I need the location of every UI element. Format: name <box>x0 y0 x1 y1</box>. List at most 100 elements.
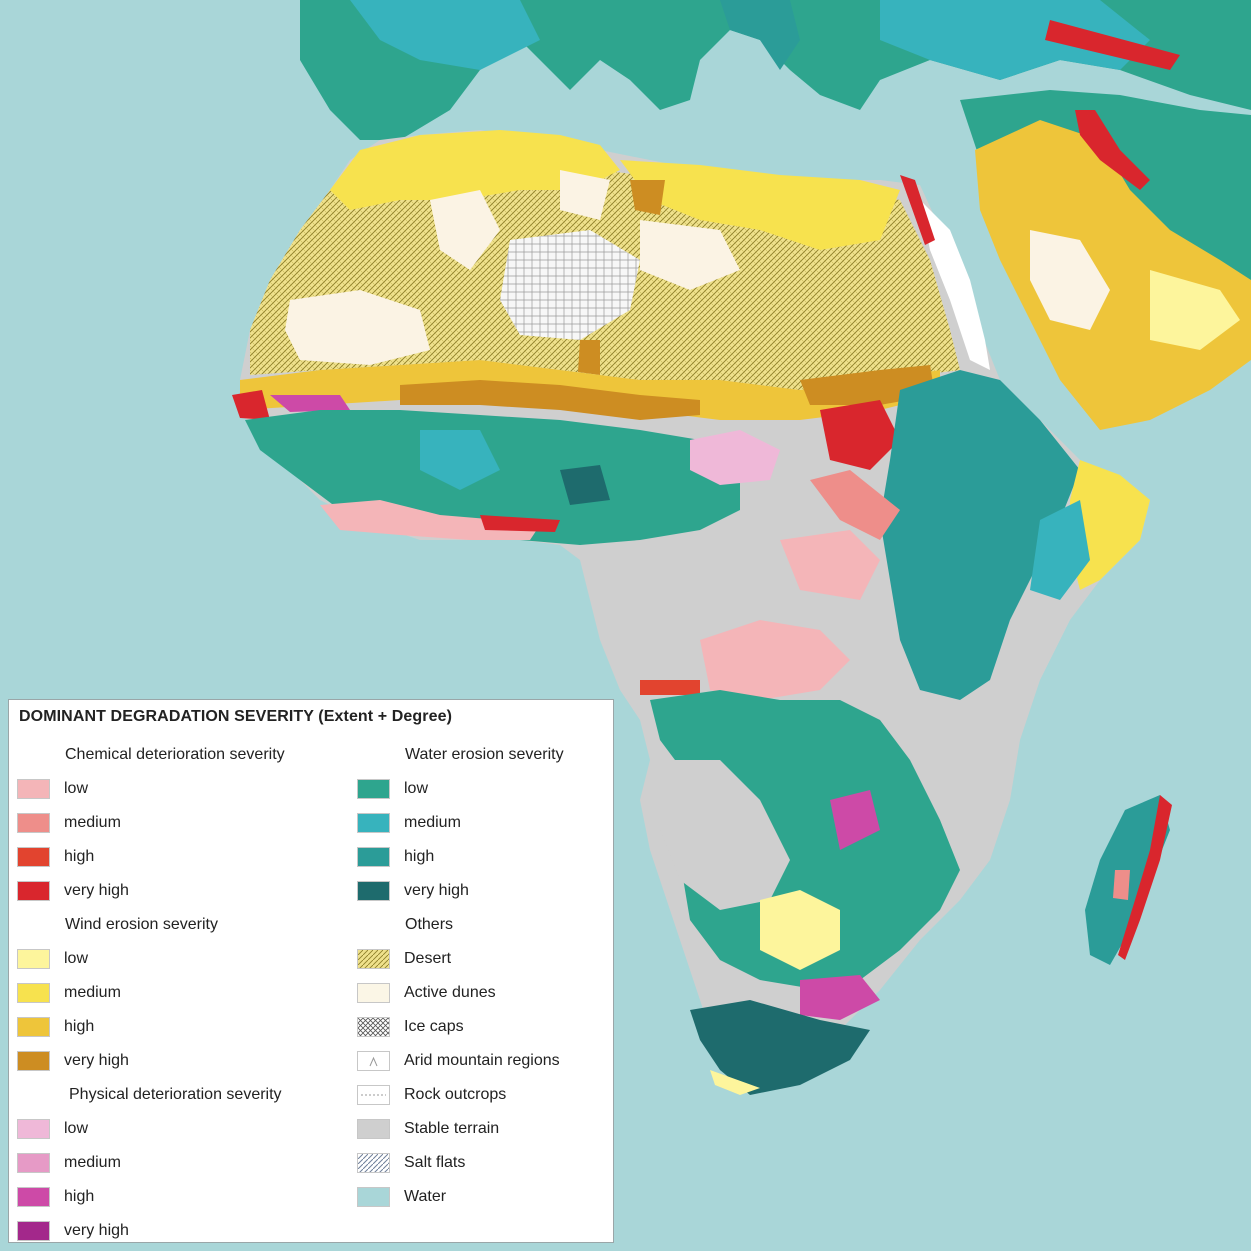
water-medium-label: medium <box>404 814 461 831</box>
region-sahel-magenta <box>270 395 350 412</box>
stable-terrain-label: Stable terrain <box>404 1120 500 1137</box>
region-dunes-3 <box>560 170 610 220</box>
wind-very-high-swatch <box>17 1051 50 1071</box>
region-arabia-light <box>1150 270 1240 350</box>
water-medium-swatch <box>357 813 390 833</box>
region-egypt-arid <box>920 200 990 370</box>
chemical-very-high-label: very high <box>64 882 129 899</box>
arid-mountain-pattern-icon <box>357 1051 390 1071</box>
water-low-swatch <box>357 779 390 799</box>
physical-low-label: low <box>64 1120 89 1137</box>
wind-group-title: Wind erosion severity <box>65 916 218 933</box>
arid-mountain-label: Arid mountain regions <box>404 1052 560 1069</box>
physical-high-swatch <box>17 1187 50 1207</box>
region-dunes-4 <box>640 220 740 290</box>
region-kalahari <box>660 760 790 910</box>
region-europe-b <box>350 0 540 70</box>
water-very-high-row: very high <box>357 874 612 908</box>
legend-title: DOMINANT DEGRADATION SEVERITY (Extent + … <box>19 708 453 725</box>
wind-medium-label: medium <box>64 984 121 1001</box>
region-congo-red <box>640 680 700 695</box>
chemical-very-high-swatch <box>17 881 50 901</box>
region-madagascar-pink <box>1113 870 1130 900</box>
water-very-high-label: very high <box>404 882 469 899</box>
chemical-medium-row: medium <box>17 806 352 840</box>
region-arabia <box>975 120 1251 430</box>
legend-column-left: Chemical deterioration severity low medi… <box>17 744 352 1248</box>
region-europe-c <box>880 0 1150 80</box>
region-somalia-b <box>1030 500 1090 600</box>
region-west-africa-b <box>420 430 500 490</box>
chemical-medium-label: medium <box>64 814 121 831</box>
region-dunes-2 <box>430 190 500 270</box>
water-low-label: low <box>404 780 429 797</box>
ice-caps-row: Ice caps <box>357 1010 612 1044</box>
region-dunes-1 <box>285 290 430 365</box>
region-south-magenta <box>800 975 880 1020</box>
region-ice-tibesti <box>500 230 640 340</box>
wind-very-high-row: very high <box>17 1044 352 1078</box>
region-east-africa <box>880 370 1080 700</box>
region-sahara-orange-2 <box>578 340 600 375</box>
region-red-sea-coast <box>900 175 935 245</box>
region-somalia <box>1070 460 1150 590</box>
desert-pattern-icon <box>357 949 390 969</box>
physical-low-swatch <box>17 1119 50 1139</box>
physical-high-label: high <box>64 1188 95 1205</box>
wind-high-row: high <box>17 1010 352 1044</box>
physical-low-row: low <box>17 1112 352 1146</box>
physical-high-row: high <box>17 1180 352 1214</box>
region-central-pink-2 <box>780 530 880 600</box>
region-west-africa-c <box>560 465 610 505</box>
region-south-yellow <box>760 890 840 970</box>
wind-high-swatch <box>17 1017 50 1037</box>
stable-terrain-row: Stable terrain <box>357 1112 612 1146</box>
region-sahara-orange <box>630 180 665 215</box>
chemical-high-swatch <box>17 847 50 867</box>
chemical-high-label: high <box>64 848 95 865</box>
others-group-title: Others <box>405 916 454 933</box>
physical-very-high-label: very high <box>64 1222 129 1239</box>
region-south-green <box>650 690 960 990</box>
wind-medium-swatch <box>17 983 50 1003</box>
chemical-high-row: high <box>17 840 352 874</box>
arid-mountain-row: Arid mountain regions <box>357 1044 612 1078</box>
water-high-row: high <box>357 840 612 874</box>
region-eu-red <box>1045 20 1180 70</box>
region-nigeria-red <box>480 515 560 532</box>
region-zambia-magenta <box>830 790 880 850</box>
chemical-group-title: Chemical deterioration severity <box>65 746 285 763</box>
wind-very-high-label: very high <box>64 1052 129 1069</box>
water-group-title: Water erosion severity <box>405 746 564 763</box>
active-dunes-label: Active dunes <box>404 984 496 1001</box>
wind-high-label: high <box>64 1018 95 1035</box>
wind-low-label: low <box>64 950 89 967</box>
region-madagascar-red <box>1118 795 1172 960</box>
wind-low-swatch <box>17 949 50 969</box>
physical-very-high-swatch <box>17 1221 50 1241</box>
chemical-low-swatch <box>17 779 50 799</box>
physical-medium-swatch <box>17 1153 50 1173</box>
physical-group-title: Physical deterioration severity <box>69 1086 282 1103</box>
region-maghreb <box>330 130 620 210</box>
active-dunes-row: Active dunes <box>357 976 612 1010</box>
desert-row: Desert <box>357 942 612 976</box>
region-senegal-red <box>232 390 270 420</box>
chemical-low-label: low <box>64 780 89 797</box>
legend-panel: DOMINANT DEGRADATION SEVERITY (Extent + … <box>8 699 614 1243</box>
region-italy <box>720 0 800 70</box>
physical-medium-row: medium <box>17 1146 352 1180</box>
rock-outcrops-pattern-icon <box>357 1085 390 1105</box>
region-sudan-pink <box>810 470 900 540</box>
region-cape <box>690 1000 870 1095</box>
salt-flats-row: Salt flats <box>357 1146 612 1180</box>
ice-caps-pattern-icon <box>357 1017 390 1037</box>
region-sahel-orange <box>400 380 700 420</box>
water-low-row: low <box>357 772 612 806</box>
water-medium-row: medium <box>357 806 612 840</box>
legend-column-right: Water erosion severity low medium high v… <box>357 744 612 1214</box>
region-libya <box>620 160 900 250</box>
chemical-low-row: low <box>17 772 352 806</box>
